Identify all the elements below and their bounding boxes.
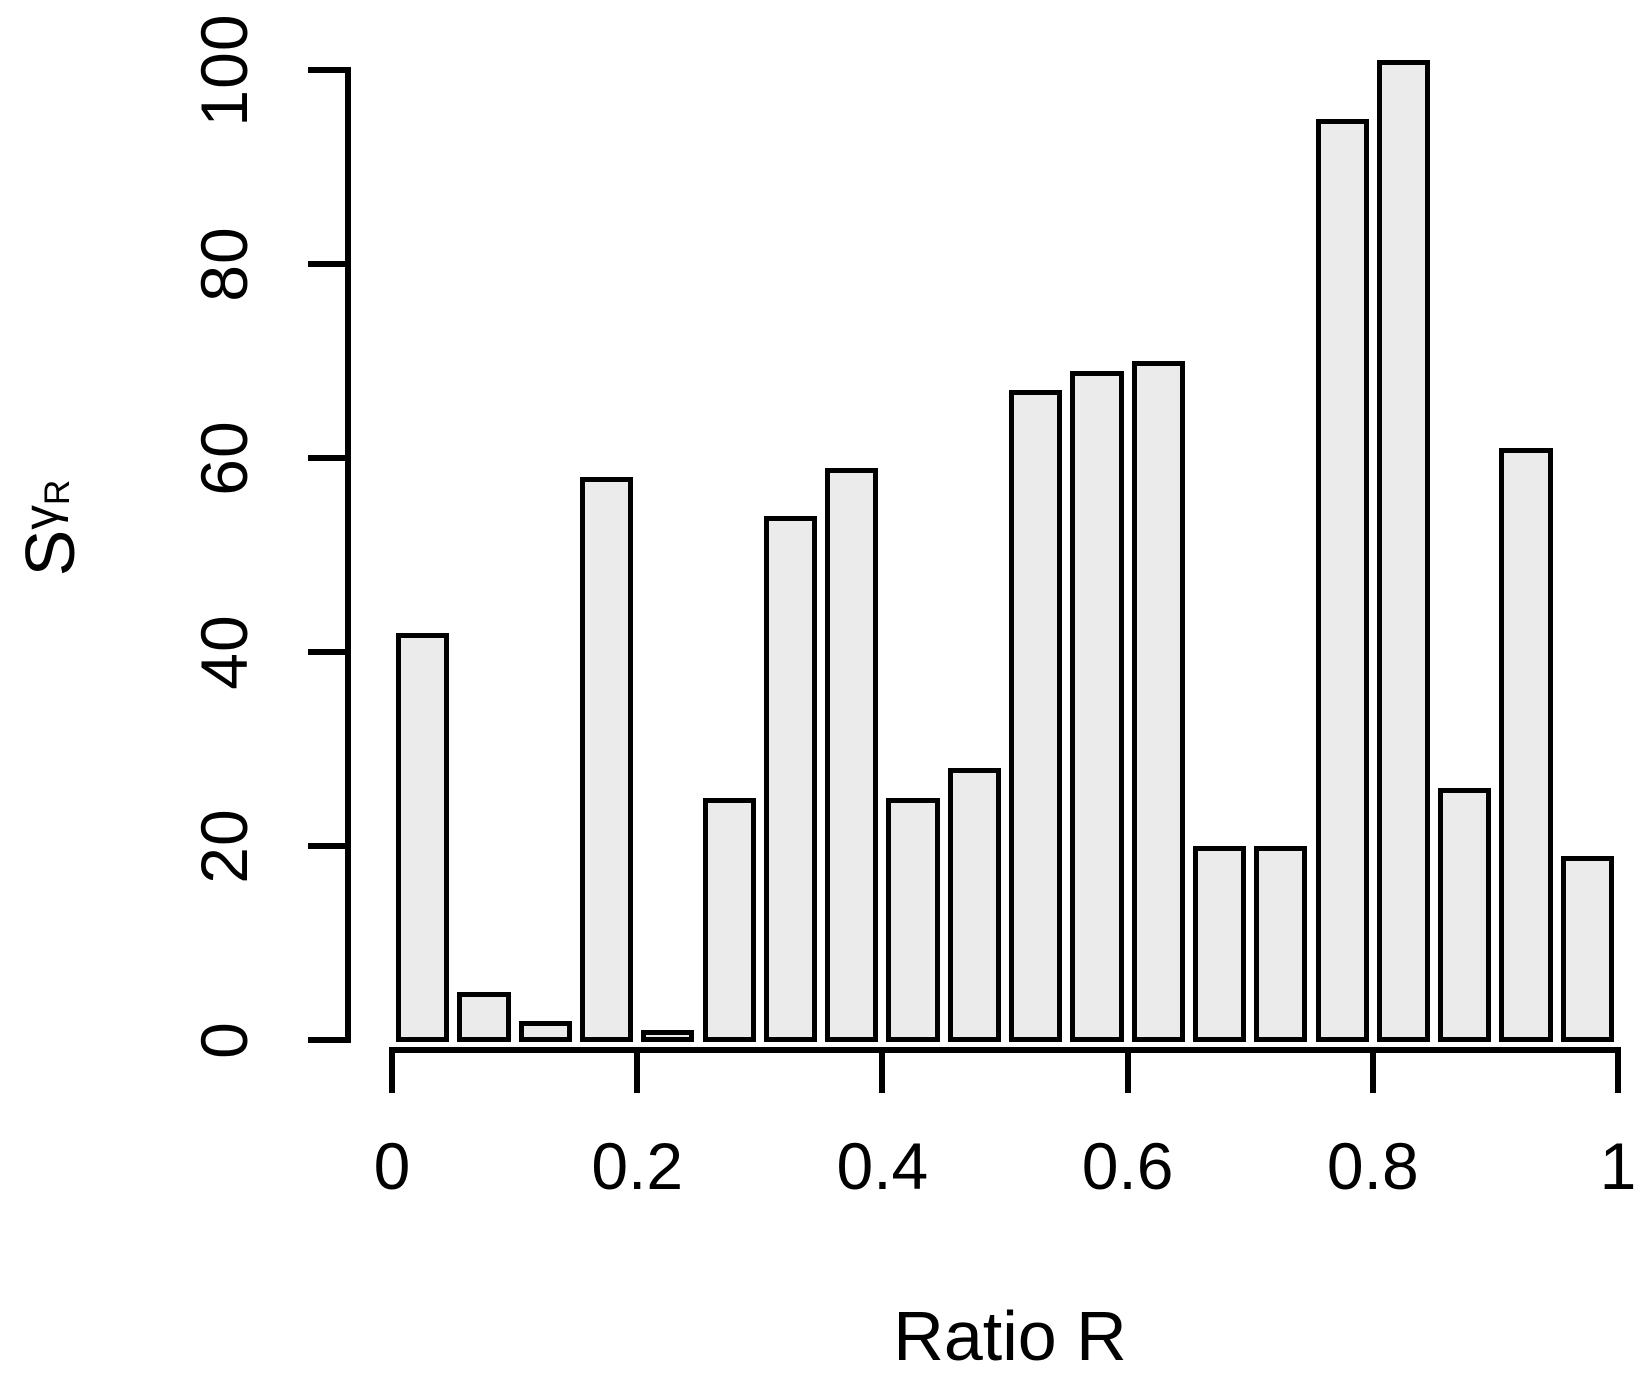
x-tick [1124, 1047, 1131, 1093]
bar [1009, 390, 1063, 1042]
x-tick [1615, 1047, 1621, 1093]
x-tick-label: 0.6 [1081, 1129, 1174, 1203]
y-axis-title-sub2: R [37, 479, 77, 506]
y-tick [308, 1037, 346, 1043]
y-tick-label: 80 [187, 226, 261, 302]
x-axis-title: Ratio R [893, 1297, 1127, 1375]
y-tick-label: 60 [187, 420, 261, 496]
x-tick [634, 1047, 641, 1093]
y-tick-label: 0 [187, 1021, 261, 1059]
bar [702, 797, 756, 1042]
bar [886, 797, 940, 1042]
x-tick [1369, 1047, 1376, 1093]
y-tick [308, 843, 346, 849]
bar [518, 1020, 572, 1042]
y-tick [308, 649, 346, 655]
y-tick-label: 20 [187, 808, 261, 884]
x-tick [879, 1047, 886, 1093]
y-tick [308, 261, 346, 267]
x-tick-label: 0.4 [836, 1129, 929, 1203]
y-axis-title-main: S [11, 529, 89, 577]
bar [1315, 118, 1369, 1042]
bar [396, 632, 450, 1042]
y-tick [308, 455, 346, 461]
bar [1254, 846, 1308, 1042]
bar [1499, 448, 1553, 1042]
x-tick-label: 0.8 [1326, 1129, 1419, 1203]
bar [763, 516, 818, 1042]
y-axis-title-sub1: γ [15, 505, 70, 530]
bar [947, 768, 1001, 1042]
x-tick-label: 1 [1599, 1129, 1637, 1203]
y-axis-line [345, 67, 351, 1043]
y-tick [308, 67, 346, 73]
x-tick-label: 0.2 [591, 1129, 684, 1203]
x-axis-line [389, 1047, 1621, 1053]
bar [825, 467, 879, 1042]
bar [641, 1030, 695, 1042]
bar [1070, 370, 1124, 1042]
bar [1131, 361, 1185, 1042]
bar [579, 477, 634, 1042]
x-tick-label: 0 [373, 1129, 411, 1203]
bar [1560, 855, 1614, 1042]
bar [1192, 846, 1247, 1042]
bar [457, 991, 511, 1042]
x-tick [389, 1047, 395, 1093]
bar [1438, 787, 1492, 1042]
y-tick-label: 40 [187, 614, 261, 690]
y-tick-label: 100 [187, 13, 261, 127]
bar [1376, 60, 1431, 1042]
